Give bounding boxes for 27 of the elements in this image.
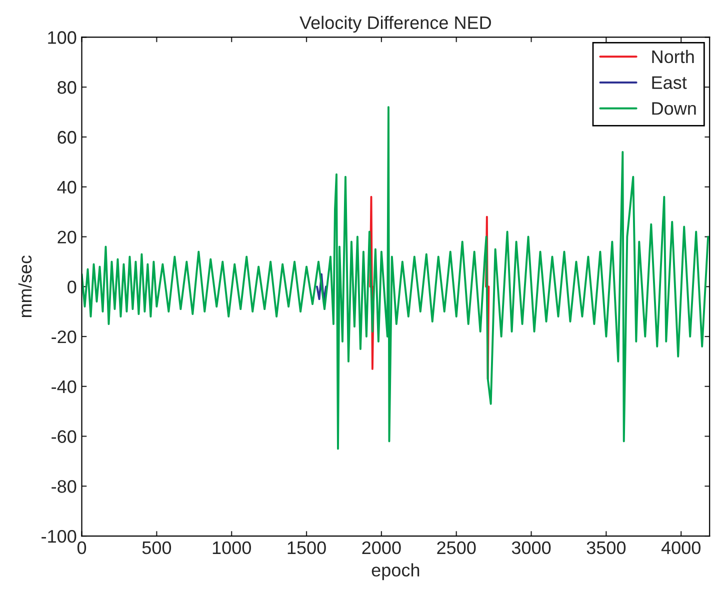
chart-title: Velocity Difference NED — [300, 16, 491, 33]
y-tick-label: 20 — [58, 230, 76, 244]
legend-label: East — [652, 76, 687, 89]
x-tick-label: 4000 — [661, 541, 700, 554]
x-tick-label: 2500 — [437, 541, 476, 554]
x-tick-label: 1500 — [288, 541, 326, 554]
x-tick-label: 3500 — [586, 541, 626, 554]
y-tick-label: 80 — [58, 81, 76, 94]
y-tick-label: -60 — [52, 430, 76, 443]
y-axis-title: mm/sec — [18, 256, 32, 318]
legend-label: North — [652, 50, 694, 64]
x-tick-label: 3000 — [512, 541, 551, 554]
x-tick-label: 0 — [77, 541, 86, 554]
x-tick-label: 500 — [142, 541, 172, 554]
x-tick-label: 2000 — [362, 541, 401, 554]
y-tick-label: 100 — [48, 31, 76, 44]
y-tick-label: -80 — [52, 480, 76, 493]
x-tick-label: 1000 — [212, 541, 251, 554]
y-tick-label: 0 — [68, 280, 76, 294]
y-tick-label: 60 — [58, 130, 76, 144]
x-axis-title: epoch — [372, 563, 420, 580]
y-tick-label: -20 — [52, 330, 76, 344]
y-tick-label: -40 — [52, 380, 76, 394]
y-tick-label: 40 — [57, 180, 76, 194]
y-tick-label: -100 — [42, 530, 76, 543]
legend-label: Down — [652, 102, 696, 115]
line-series — [316, 273, 327, 303]
